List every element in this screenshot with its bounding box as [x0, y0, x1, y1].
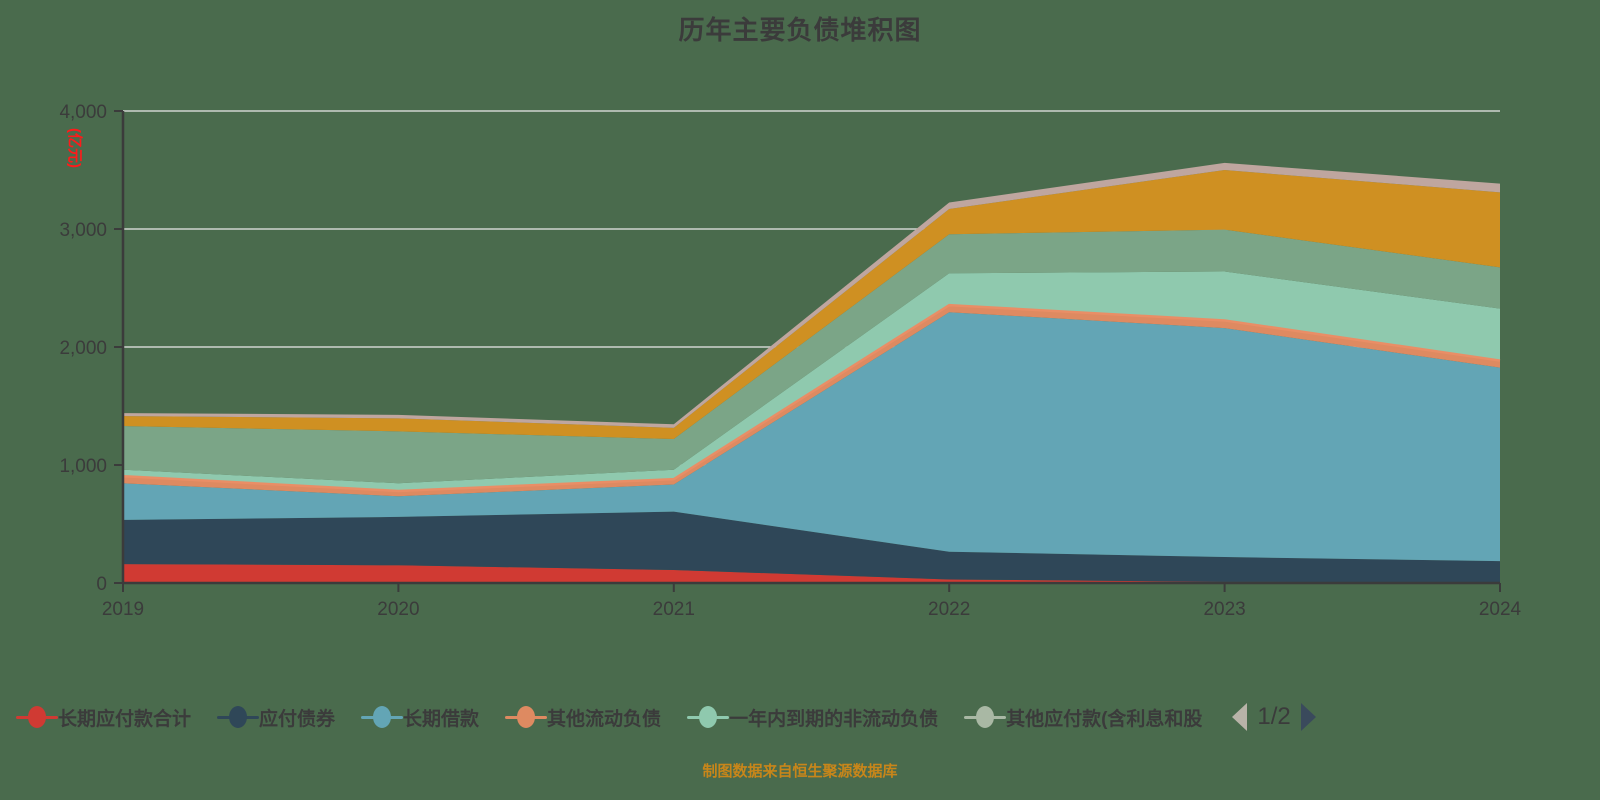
- legend-marker-icon: [964, 706, 1007, 728]
- legend-marker-icon: [687, 706, 730, 728]
- legend-item-label: 其他应付款(含利息和股: [1006, 708, 1203, 730]
- tick-labels-group: 0 1,000 2,000 3,000 4,000 (亿元) 2019 2020 2021 202…: [59, 102, 1521, 620]
- x-tick-label: 2022: [928, 599, 970, 620]
- legend-item-label: 长期应付款合计: [58, 708, 192, 730]
- series-boundary-line: [122, 303, 1501, 493]
- axes-group: [114, 110, 1501, 592]
- legend-item-5[interactable]: 其他应付款(含利息和股: [964, 704, 1202, 731]
- legend-item-0[interactable]: 长期应付款合计: [16, 704, 191, 731]
- triangle-right-icon[interactable]: [1300, 703, 1316, 731]
- legend-marker-icon: [505, 706, 548, 728]
- legend-item-label: 长期借款: [403, 708, 480, 730]
- legend-item-4[interactable]: 一年内到期的非流动负债: [687, 704, 938, 731]
- y-tick-label: 4,000: [59, 102, 107, 123]
- legend-item-3[interactable]: 其他流动负债: [505, 704, 661, 731]
- x-tick-label: 2020: [377, 599, 419, 620]
- triangle-left-icon[interactable]: [1232, 703, 1248, 731]
- area-series-6: [123, 170, 1500, 440]
- area-series-group: [122, 162, 1501, 583]
- legend-marker-icon: [361, 706, 404, 728]
- legend-item-1[interactable]: 应付债券: [217, 704, 335, 731]
- area-series-5: [123, 229, 1500, 484]
- legend-item-label: 其他流动负债: [547, 708, 662, 730]
- chart-legend: 长期应付款合计 应付债券 长期借款 其他流动负债 一年内到期的非流动负债 其他应付款(含利…: [0, 694, 1600, 740]
- area-series-1: [123, 511, 1500, 583]
- area-series-0: [123, 564, 1500, 583]
- y-tick-label: 1,000: [59, 456, 107, 477]
- y-axis-title: (亿元): [66, 128, 84, 168]
- area-series-4: [123, 271, 1500, 491]
- legend-item-2[interactable]: 长期借款: [361, 704, 479, 731]
- y-tick-label: 3,000: [59, 220, 107, 241]
- legend-pager: 1/2: [1232, 703, 1316, 731]
- legend-item-label: 一年内到期的非流动负债: [729, 708, 939, 730]
- x-tick-label: 2019: [102, 599, 144, 620]
- y-tick-label: 2,000: [59, 338, 107, 359]
- page-title: 历年主要负债堆积图: [678, 15, 922, 45]
- legend-item-label: 应付债券: [259, 708, 336, 730]
- legend-marker-icon: [217, 706, 260, 728]
- x-tick-label: 2024: [1479, 599, 1522, 620]
- area-series-2: [123, 312, 1500, 562]
- x-tick-label: 2021: [653, 599, 695, 620]
- legend-marker-icon: [16, 706, 58, 728]
- y-tick-label: 0: [96, 574, 107, 595]
- legend-page-indicator: 1/2: [1257, 703, 1291, 730]
- footer-note: 制图数据来自恒生聚源数据库: [702, 763, 898, 780]
- x-tick-label: 2023: [1203, 599, 1245, 620]
